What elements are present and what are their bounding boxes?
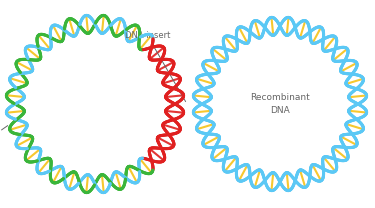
Text: DNA insert: DNA insert [125, 31, 186, 102]
Text: Recombinant
DNA: Recombinant DNA [250, 93, 310, 115]
Text: Plasmid
vector: Plasmid vector [0, 126, 8, 154]
